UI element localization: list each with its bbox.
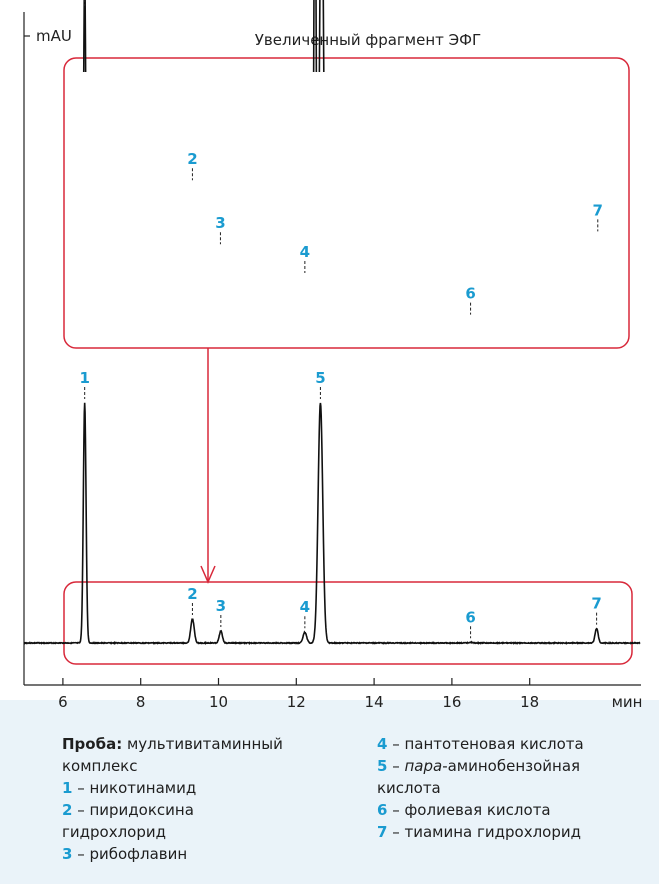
legend-item-1: 1 – никотинамид xyxy=(62,779,197,797)
y-axis-label: mAU xyxy=(36,27,72,45)
peak-label-zoom: 4 xyxy=(300,243,310,261)
legend-item-7: 7 – тиамина гидрохлорид xyxy=(377,823,581,841)
peak-label-overview: 1 xyxy=(79,369,89,387)
peak-label-zoom: 3 xyxy=(215,214,225,232)
x-axis-label: мин xyxy=(612,693,643,711)
x-tick-label: 14 xyxy=(365,693,384,711)
peak-label-overview: 2 xyxy=(187,585,197,603)
zoom-frame-bottom xyxy=(63,581,633,665)
legend-item-6: 6 – фолиевая кислота xyxy=(377,801,551,819)
peak-labels: 1234567123467 xyxy=(79,0,603,639)
sample-value: мультивитаминный xyxy=(126,735,283,753)
peak-label-overview: 4 xyxy=(300,598,310,616)
x-tick-label: 12 xyxy=(287,693,306,711)
legend-item-3: 3 – рибофлавин xyxy=(62,845,188,863)
legend-item-2-cont: гидрохлорид xyxy=(62,823,166,841)
peak-label-overview: 7 xyxy=(591,595,601,613)
peak-label-overview: 5 xyxy=(315,369,325,387)
peak-label-zoom: 6 xyxy=(465,285,475,303)
peak-label-zoom: 7 xyxy=(593,201,603,219)
legend-sample-cont: комплекс xyxy=(62,757,138,775)
zoom-title: Увеличенный фрагмент ЭФГ xyxy=(255,31,481,49)
legend-right: 4 – пантотеновая кислота 5 – пара-аминоб… xyxy=(377,733,584,843)
legend-item-5: 5 – пара-аминобензойная xyxy=(377,757,581,775)
peak-label-zoom: 2 xyxy=(187,150,197,168)
legend-sample: Проба: мультивитаминный xyxy=(62,733,283,755)
zoom-frames xyxy=(63,57,633,665)
peak-label-overview: 3 xyxy=(216,597,226,615)
legend-item-2: 2 – пиридоксина xyxy=(62,801,194,819)
legend-left: Проба: мультивитаминный комплекс 1 – ник… xyxy=(62,733,283,865)
plot-background xyxy=(0,0,659,700)
zoom-arrow-head xyxy=(200,565,216,584)
x-tick-label: 16 xyxy=(442,693,461,711)
legend-item-5-cont: кислота xyxy=(377,779,441,797)
trace-overview xyxy=(24,402,641,646)
peak-label-overview: 6 xyxy=(465,608,475,626)
legend-item-4: 4 – пантотеновая кислота xyxy=(377,735,584,753)
x-tick-label: 6 xyxy=(58,693,68,711)
x-tick-label: 8 xyxy=(136,693,146,711)
sample-label: Проба: xyxy=(62,735,123,753)
traces-group xyxy=(24,0,641,646)
x-tick-label: 18 xyxy=(520,693,539,711)
zoom-frame-top xyxy=(63,57,630,349)
x-tick-label: 10 xyxy=(209,693,228,711)
